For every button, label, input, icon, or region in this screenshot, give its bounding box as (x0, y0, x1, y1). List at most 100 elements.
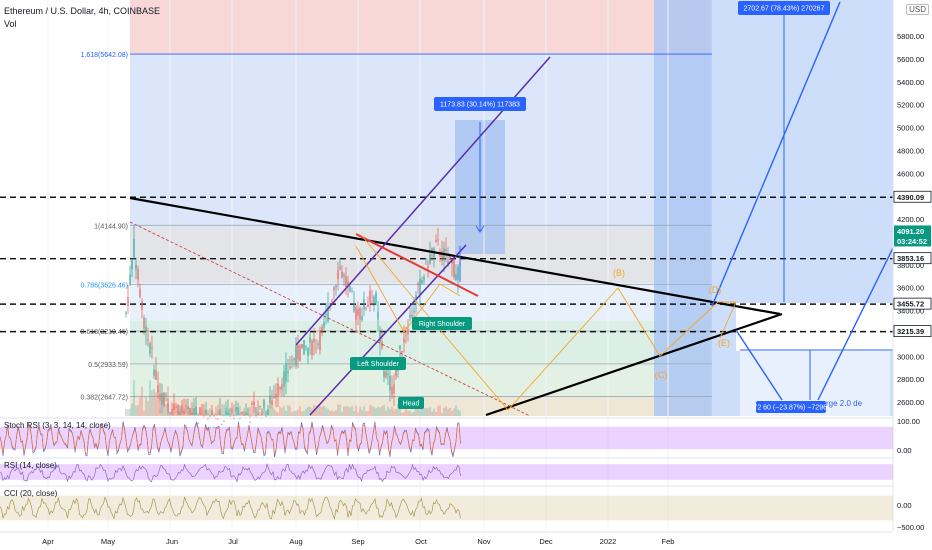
cci-tick: 0.00 (897, 501, 912, 510)
projection-down-line (735, 329, 783, 401)
candle-body (227, 412, 229, 415)
price-tick: 4200.00 (897, 215, 924, 224)
volume-bar (391, 406, 393, 416)
candle-body (425, 257, 427, 260)
volume-bar (443, 407, 445, 416)
volume-bar (317, 404, 319, 416)
volume-bar (237, 410, 239, 416)
volume-bar (399, 404, 401, 416)
candle-body (379, 329, 381, 343)
volume-bar (209, 408, 211, 416)
candle-body (185, 405, 187, 407)
volume-bar (217, 404, 219, 416)
volume-bar (167, 386, 169, 416)
measure-label-1-box (434, 97, 526, 111)
candle-body (427, 266, 429, 269)
candle-body (401, 350, 403, 353)
volume-bar (459, 410, 461, 416)
candle-body (373, 296, 375, 304)
candle-body (319, 330, 321, 351)
wave-d-label: (D) (709, 285, 722, 295)
time-tick: Dec (539, 537, 553, 546)
candle-body (269, 395, 271, 404)
volume-bar (225, 407, 227, 416)
candle-body (451, 260, 453, 264)
candle-body (195, 406, 197, 415)
volume-bar (367, 410, 369, 416)
candle-body (311, 340, 313, 356)
volume-bar (303, 410, 305, 416)
candle-body (309, 337, 311, 343)
volume-bar (431, 411, 433, 416)
price-tick: 3000.00 (897, 352, 924, 361)
candle-body (449, 254, 451, 261)
volume-bar (441, 412, 443, 416)
candle-body (183, 410, 185, 415)
volume-bar (267, 408, 269, 416)
candle-body (369, 290, 371, 303)
candle-body (139, 288, 141, 298)
symbol-title: Ethereum / U.S. Dollar, 4h, COINBASE (4, 6, 161, 16)
candle-body (307, 347, 309, 357)
descending-trendline (129, 221, 531, 417)
candle-body (173, 403, 175, 411)
candle-body (171, 409, 173, 415)
candle-body (399, 345, 401, 350)
candle-body (241, 412, 243, 414)
volume-bar (445, 406, 447, 416)
candle-body (229, 415, 231, 417)
volume-bar (249, 406, 251, 416)
volume-bar (253, 404, 255, 416)
price-label: 4390.09 (897, 193, 924, 202)
price-tick: 3800.00 (897, 261, 924, 270)
candle-body (291, 359, 293, 361)
price-label-box (893, 325, 932, 338)
volume-bar (255, 407, 257, 416)
candle-body (167, 403, 169, 413)
volume-bar (357, 412, 359, 416)
candle-body (203, 415, 205, 417)
price-tick: 2800.00 (897, 375, 924, 384)
candle-body (277, 383, 279, 397)
candle-body (223, 420, 225, 422)
candle-body (421, 279, 423, 284)
volume-bar (385, 410, 387, 416)
candle-body (199, 407, 201, 415)
candle-body (455, 273, 457, 281)
left-shoulder-label-box (350, 357, 406, 370)
volume-bar (201, 404, 203, 416)
candle-body (253, 401, 255, 405)
volume-bar (211, 409, 213, 416)
measure-label-1: 1173.83 (30.14%) 117383 (440, 102, 520, 109)
volume-bar (409, 410, 411, 416)
candle-body (147, 339, 149, 341)
volume-bar (183, 408, 185, 416)
volume-bar (405, 408, 407, 416)
volume-bar (347, 406, 349, 416)
volume-bar (379, 407, 381, 416)
time-tick: Sep (351, 537, 364, 546)
price-label: 3853.16 (897, 254, 924, 263)
volume-bar (363, 406, 365, 416)
candle-body (371, 303, 373, 305)
rsi-line (0, 462, 461, 483)
volume-bar (163, 396, 165, 416)
volume-bar (341, 411, 343, 416)
volume-bar (449, 407, 451, 416)
candle-body (283, 370, 285, 387)
currency-selector[interactable]: USD (906, 4, 929, 15)
candle-body (343, 274, 345, 276)
wave-b-label: (B) (613, 268, 625, 278)
volume-bar (377, 406, 379, 416)
candle-body (251, 403, 253, 406)
price-label-box (893, 190, 932, 203)
candle-body (355, 306, 357, 321)
candle-body (305, 346, 307, 348)
volume-bar (383, 405, 385, 416)
candle-body (405, 335, 407, 337)
candle-body (357, 308, 359, 316)
candle-body (301, 343, 303, 349)
neckline-red (355, 233, 479, 297)
volume-bar (229, 409, 231, 416)
